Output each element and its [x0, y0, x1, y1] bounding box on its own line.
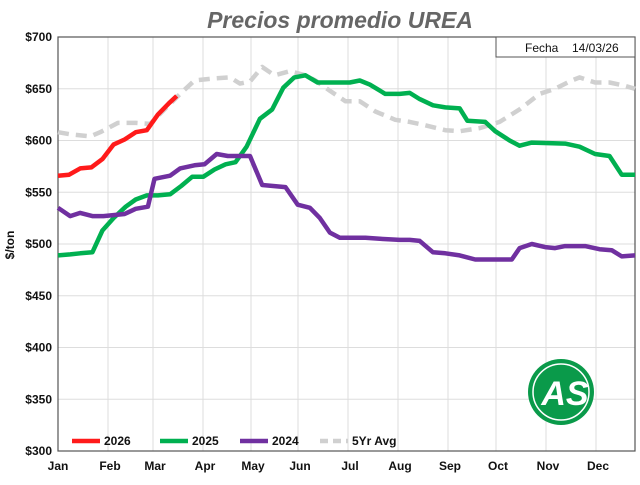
y-tick-label: $600: [25, 134, 52, 148]
date-label: Fecha: [525, 41, 559, 55]
y-tick-label: $550: [25, 185, 52, 199]
x-tick-label: Nov: [537, 459, 560, 473]
series-line-2025: [57, 73, 635, 258]
y-axis: $700 $650 $600 $550 $500 $450 $400 $350 $300: [25, 30, 52, 458]
series-line-2026: [57, 94, 179, 178]
legend: 2026 2025 2024 5Yr Avg: [72, 434, 396, 448]
x-tick-label: Dec: [587, 459, 609, 473]
plot-frame: [57, 36, 636, 452]
x-tick-label: Sep: [439, 459, 461, 473]
x-tick-label: Jul: [341, 459, 358, 473]
legend-label: 2024: [272, 434, 299, 448]
x-tick-label: Mar: [144, 459, 166, 473]
x-tick-label: Oct: [488, 459, 508, 473]
x-tick-label: Jun: [289, 459, 310, 473]
legend-label: 2025: [192, 434, 219, 448]
date-box: Fecha 14/03/26: [495, 36, 636, 58]
series-line-2024: [56, 151, 636, 262]
as-logo: AS: [528, 359, 594, 425]
logo-text: AS: [540, 375, 589, 413]
x-tick-label: Jan: [48, 459, 69, 473]
series-line-5yr-avg: [57, 64, 636, 139]
x-tick-label: Apr: [195, 459, 216, 473]
chart-title: Precios promedio UREA: [207, 7, 473, 33]
x-tick-label: Aug: [388, 459, 411, 473]
x-tick-label: May: [241, 459, 265, 473]
grid: [58, 36, 635, 452]
x-tick-label: Feb: [99, 459, 120, 473]
date-value: 14/03/26: [572, 41, 619, 55]
y-tick-label: $650: [25, 82, 52, 96]
y-tick-label: $350: [25, 392, 52, 406]
series-lines: [56, 64, 636, 262]
y-tick-label: $450: [25, 289, 52, 303]
x-axis: Jan Feb Mar Apr May Jun Jul Aug Sep Oct Nov Dec: [48, 459, 610, 473]
legend-label: 5Yr Avg: [352, 434, 396, 448]
y-tick-label: $400: [25, 341, 52, 355]
y-axis-label: $/ton: [3, 231, 17, 260]
y-tick-label: $500: [25, 237, 52, 251]
legend-label: 2026: [104, 434, 131, 448]
y-tick-label: $300: [25, 444, 52, 458]
y-tick-label: $700: [25, 30, 52, 44]
